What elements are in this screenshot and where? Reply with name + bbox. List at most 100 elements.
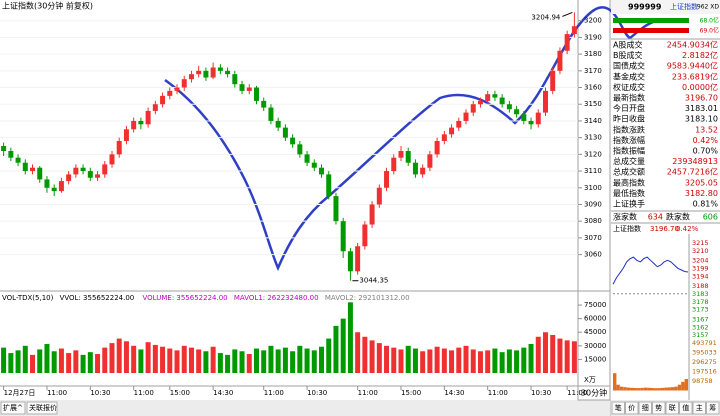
candle-body	[174, 87, 180, 91]
bottom-toolbar	[0, 400, 610, 416]
candle-body	[557, 50, 563, 71]
candle-body	[95, 174, 101, 178]
vol-tick-label: 15000	[584, 355, 606, 363]
candle-body	[514, 109, 520, 115]
candle-body	[398, 151, 404, 158]
volume-bar	[225, 354, 231, 373]
right-tab[interactable]	[692, 401, 706, 415]
candle-body	[225, 70, 231, 75]
right-tab[interactable]	[706, 401, 720, 415]
volume-bar	[22, 345, 28, 373]
volume-bar	[290, 351, 296, 373]
candle-body	[30, 167, 36, 172]
candle-body	[550, 70, 556, 91]
tab-label[interactable]: 扩展^	[3, 403, 23, 412]
quote-value: 3182.80	[685, 189, 718, 198]
volume-bar	[51, 351, 57, 373]
right-tab-label[interactable]: 联	[669, 403, 676, 412]
tab-label[interactable]: 关联报价	[29, 403, 57, 412]
candle-body	[311, 162, 317, 168]
right-tab[interactable]	[652, 401, 666, 415]
mini-y-tick-label: 3167	[692, 315, 709, 323]
y-tick-label: 3120	[584, 150, 602, 158]
right-tab[interactable]	[611, 401, 625, 415]
mini-y-tick-label: 3162	[692, 323, 709, 331]
candle-body	[181, 79, 187, 88]
x-tick-label: 11:00	[134, 389, 154, 397]
volume-bar	[499, 352, 505, 373]
volume-bar	[347, 302, 353, 373]
tab[interactable]	[26, 401, 58, 415]
y-tick-label: 3070	[584, 234, 602, 242]
candle-body	[420, 167, 426, 175]
right-tab-label[interactable]: 筹	[709, 403, 716, 412]
breadth-down-label: 跌家数	[666, 212, 690, 222]
volume-bar	[304, 348, 310, 373]
volume-bar	[398, 349, 404, 373]
mini-change: 0.42%	[676, 225, 699, 233]
volume-bar	[456, 347, 462, 373]
candle-body	[261, 100, 267, 108]
vol-header-volume: VOLUME: 355652224.00	[143, 294, 228, 302]
ratio-bar-label: 69.0亿	[700, 27, 719, 35]
y-tick-label: 3130	[584, 134, 602, 142]
period-label[interactable]: 30分钟	[581, 388, 607, 398]
quote-label: 昨日收盘	[613, 114, 645, 124]
quote-label: B股成交	[613, 50, 643, 60]
candle-body	[116, 140, 122, 155]
x-tick-label: 10:30	[90, 389, 110, 397]
mini-y-tick-label: 3183	[692, 290, 709, 298]
mini-volume-bar	[660, 387, 665, 391]
volume-bar	[412, 348, 418, 373]
candle-body	[196, 70, 202, 75]
candle-body	[477, 100, 483, 105]
mini-vol-tick-label: 296275	[692, 358, 717, 366]
right-tab[interactable]	[665, 401, 679, 415]
candle-body	[376, 187, 382, 205]
candle-body	[37, 167, 43, 180]
candle-body	[239, 84, 245, 91]
candle-body	[499, 97, 505, 105]
volume-bar	[58, 348, 64, 373]
quote-label: 基金成交	[613, 71, 645, 81]
candle-body	[123, 129, 129, 141]
candle-body	[347, 251, 353, 272]
quote-value: 9583.9440亿	[667, 61, 718, 71]
high-annotation: 3204.94	[531, 13, 560, 21]
candle-body	[412, 162, 418, 175]
candle-body	[145, 110, 151, 125]
right-tab[interactable]	[679, 401, 693, 415]
ratio-bar-label: 68.0亿	[700, 17, 719, 25]
mini-volume-bar	[664, 387, 668, 391]
candle-body	[210, 67, 216, 78]
mini-volume-bar	[684, 378, 688, 391]
right-tab-label[interactable]: 势	[655, 403, 662, 412]
mini-volume-bar	[643, 387, 648, 391]
candle-body	[485, 94, 491, 101]
mini-volume-bar	[640, 387, 644, 391]
mini-volume-bar	[650, 387, 654, 391]
tab[interactable]	[0, 401, 26, 415]
right-tab-label[interactable]: 笔	[615, 403, 622, 412]
candle-body	[138, 120, 144, 125]
right-tab-label[interactable]: 值	[682, 403, 689, 412]
candle-body	[109, 154, 115, 165]
volume-bar	[485, 350, 491, 373]
quote-value: 2454.9034亿	[667, 40, 718, 50]
candle-body	[51, 187, 57, 192]
vol-tick-label: 45000	[584, 328, 606, 336]
candle-body	[167, 90, 173, 96]
right-tab[interactable]	[638, 401, 652, 415]
right-tab-label[interactable]: 价	[628, 404, 635, 412]
y-tick-label: 3060	[584, 251, 602, 259]
right-tab-label[interactable]: 主	[696, 403, 703, 412]
right-tab[interactable]	[625, 401, 639, 415]
volume-bar	[95, 353, 101, 373]
vol-header-mavol2: MAVOL2: 292101312.00	[325, 294, 410, 302]
candle-body	[44, 179, 50, 188]
right-tab-label[interactable]: 细	[642, 403, 649, 412]
volume-bar	[405, 345, 411, 373]
mini-volume-bar	[647, 387, 651, 391]
candle-body	[102, 164, 108, 175]
volume-bar	[333, 325, 339, 373]
